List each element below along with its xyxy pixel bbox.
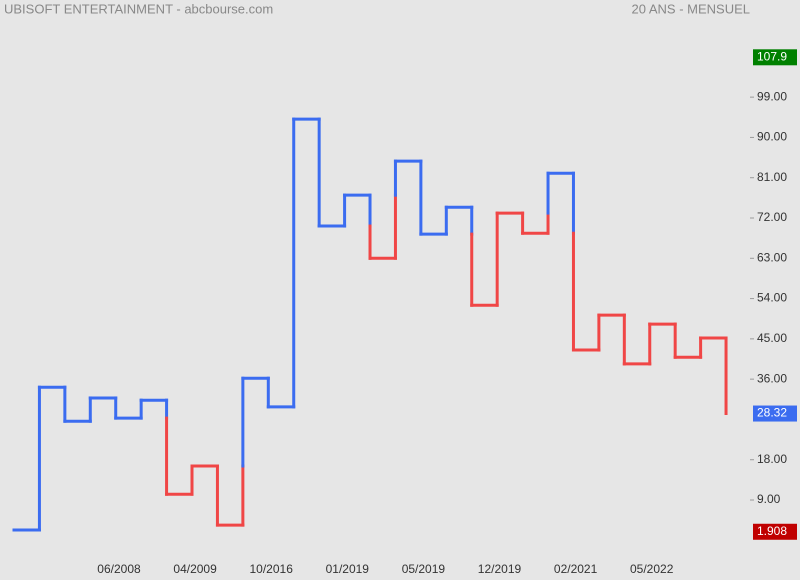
x-tick-label: 06/2008 [97,562,141,576]
x-tick-label: 02/2021 [554,562,598,576]
y-tick-label: 81.00 [757,170,787,184]
chart-subtitle: 20 ANS - MENSUEL [632,1,751,16]
x-tick-label: 10/2016 [250,562,294,576]
y-tick-label: 54.00 [757,291,787,305]
y-tick-label: 90.00 [757,130,787,144]
y-tick-label: 63.00 [757,250,787,264]
x-tick-label: 04/2009 [173,562,217,576]
y-tick-label: 36.00 [757,371,787,385]
x-tick-label: 12/2019 [478,562,522,576]
x-tick-label: 05/2019 [402,562,446,576]
price-marker-label: 1.908 [757,524,787,538]
y-tick-label: 72.00 [757,210,787,224]
x-tick-label: 05/2022 [630,562,674,576]
price-marker [753,405,797,422]
price-marker [753,523,797,540]
chart-title: UBISOFT ENTERTAINMENT - abcbourse.com [4,1,273,16]
price-marker-label: 107.9 [757,49,787,63]
y-tick-label: 9.00 [757,492,781,506]
x-tick-label: 01/2019 [326,562,370,576]
price-marker-label: 28.32 [757,406,787,420]
y-tick-label: 18.00 [757,452,787,466]
y-tick-label: 45.00 [757,331,787,345]
y-tick-label: 99.00 [757,89,787,103]
price-marker [753,49,797,66]
